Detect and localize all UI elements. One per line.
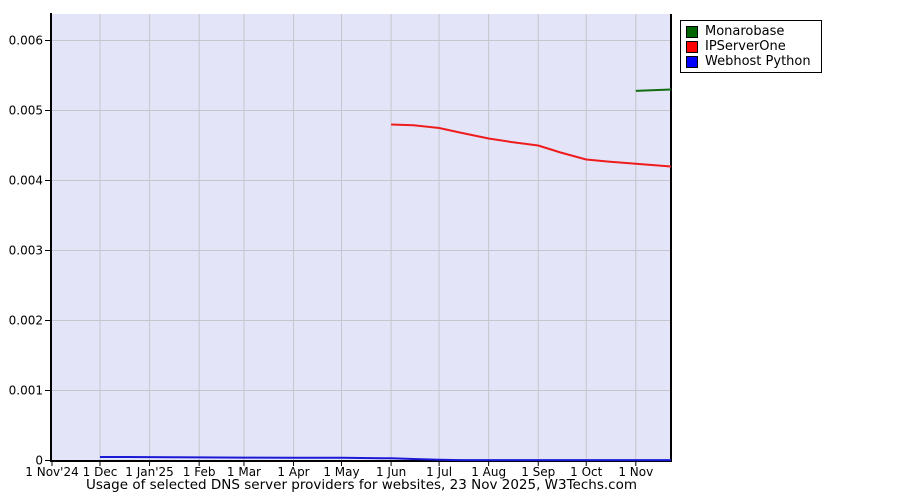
y-tick-label: 0.005 <box>9 104 43 118</box>
plot-background <box>52 14 671 461</box>
legend-item-webhost-python: Webhost Python <box>686 54 811 69</box>
legend-label: Webhost Python <box>705 54 811 69</box>
series-line-ipserverone <box>391 123 672 168</box>
x-tick-label: 1 Jul <box>426 465 452 479</box>
y-tick-label: 0.004 <box>9 174 43 188</box>
x-tick-label: 1 Nov <box>618 465 653 479</box>
x-tick-label: 1 Aug <box>471 465 506 479</box>
chart-title: Usage of selected DNS server providers f… <box>85 477 638 493</box>
y-tick-label: 0.002 <box>9 314 43 328</box>
x-tick-label: 1 Oct <box>570 465 602 479</box>
webhost-python-swatch-icon <box>686 55 698 68</box>
legend: Monarobase IPServerOne Webhost Python <box>680 20 822 73</box>
x-tick-label: 1 May <box>323 465 359 479</box>
legend-item-ipserverone: IPServerOne <box>686 39 811 54</box>
y-tick-label: 0.001 <box>9 384 43 398</box>
x-tick-label: 1 Jun <box>376 465 406 479</box>
x-tick-label: 1 Sep <box>521 465 555 479</box>
legend-item-monarobase: Monarobase <box>686 24 811 39</box>
x-tick-label: 1 Mar <box>227 465 261 479</box>
x-tick-label: 1 Feb <box>183 465 216 479</box>
x-tick-label: 1 Apr <box>277 465 309 479</box>
legend-label: Monarobase <box>705 24 785 39</box>
y-tick-label: 0.006 <box>9 34 43 48</box>
ipserverone-swatch-icon <box>686 40 698 53</box>
x-tick-label: 1 Dec <box>83 465 118 479</box>
y-tick-label: 0 <box>35 454 43 468</box>
series-line-webhost-python <box>99 456 671 462</box>
x-tick-label: 1 Jan'25 <box>125 465 174 479</box>
y-tick-label: 0.003 <box>9 244 43 258</box>
x-tick-label: 1 Nov'24 <box>25 465 78 479</box>
legend-label: IPServerOne <box>705 39 786 54</box>
monarobase-swatch-icon <box>686 25 698 38</box>
series-line-monarobase <box>635 88 672 92</box>
